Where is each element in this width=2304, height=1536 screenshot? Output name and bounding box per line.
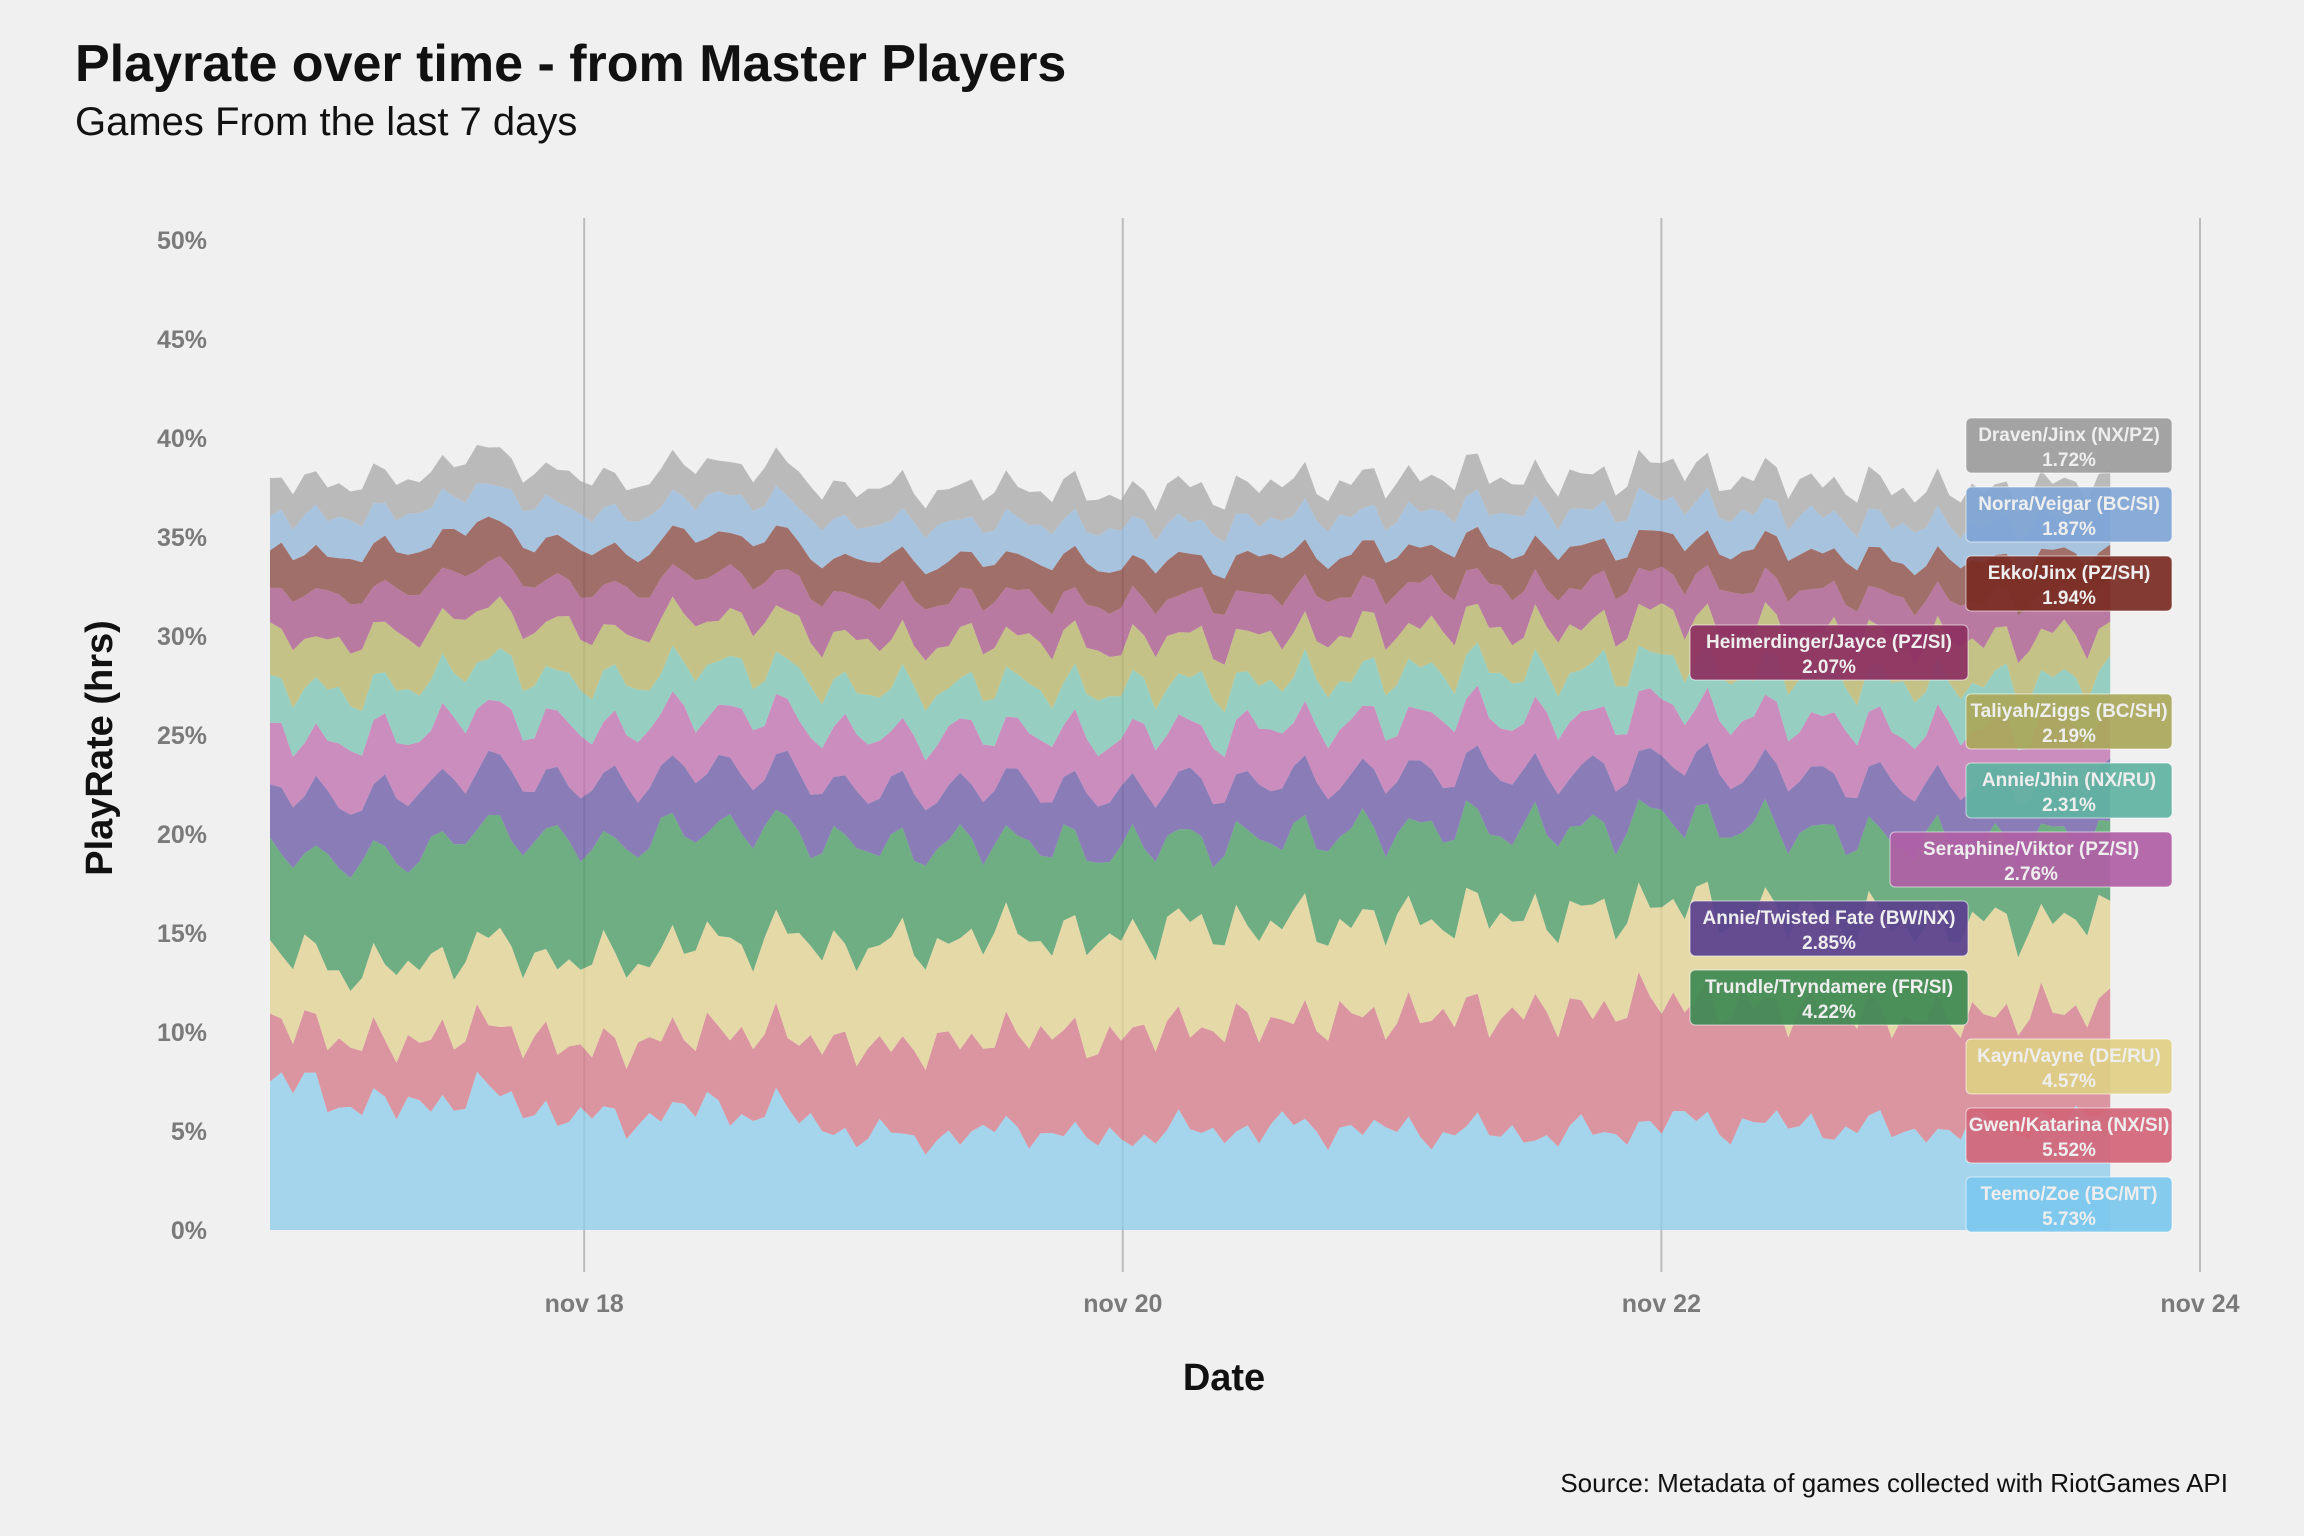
series-label-box <box>1965 555 2173 612</box>
series-label-box <box>1689 900 1969 957</box>
y-tick-label: 35% <box>157 524 207 552</box>
area-series-band <box>270 972 2111 1155</box>
series-label: Trundle/Tryndamere (FR/SI) 4.22% <box>1689 969 1969 1026</box>
area-series-band <box>270 685 2111 815</box>
series-label-box <box>1965 762 2173 819</box>
series-label-value: 2.31% <box>2042 795 2096 816</box>
y-tick-label: 5% <box>171 1118 207 1146</box>
series-label-value: 1.72% <box>2042 450 2096 471</box>
series-label: Ekko/Jinx (PZ/SH) 1.94% <box>1965 555 2173 612</box>
series-label: Gwen/Katarina (NX/SI) 5.52% <box>1965 1107 2173 1164</box>
series-label-value: 2.07% <box>1802 657 1856 678</box>
source-caption: Source: Metadata of games collected with… <box>1560 1468 2228 1498</box>
series-label-name: Trundle/Tryndamere (FR/SI) <box>1705 977 1953 998</box>
series-label-value: 1.94% <box>2042 588 2096 609</box>
x-axis-ticks: nov 18 nov 20 nov 22 nov 24 <box>545 1290 2240 1318</box>
series-label-box <box>1889 831 2173 888</box>
y-axis-label: PlayRate (hrs) <box>79 620 121 876</box>
series-label: Annie/Twisted Fate (BW/NX) 2.85% <box>1689 900 1969 957</box>
y-tick-label: 40% <box>157 425 207 453</box>
y-tick-label: 15% <box>157 920 207 948</box>
x-tick-label: nov 20 <box>1083 1290 1162 1318</box>
series-label: Annie/Jhin (NX/RU) 2.31% <box>1965 762 2173 819</box>
series-label: Taliyah/Ziggs (BC/SH) 2.19% <box>1965 693 2173 750</box>
series-label: Kayn/Vayne (DE/RU) 4.57% <box>1965 1038 2173 1095</box>
area-series-band <box>270 1071 2111 1230</box>
area-series-band <box>270 798 2111 991</box>
series-label-value: 4.57% <box>2042 1071 2096 1092</box>
area-series-band <box>270 516 2111 616</box>
y-tick-label: 50% <box>157 227 207 255</box>
x-tick-label: nov 22 <box>1622 1290 1701 1318</box>
series-label-value: 1.87% <box>2042 519 2096 540</box>
series-label-box <box>1965 1176 2173 1233</box>
series-label-value: 2.76% <box>2004 864 2058 885</box>
series-label-box <box>1965 486 2173 543</box>
area-series-band <box>270 638 2111 761</box>
series-label-box <box>1965 693 2173 750</box>
area-series-band <box>270 483 2111 579</box>
series-label-box <box>1689 624 1969 681</box>
series-label-box <box>1689 969 1969 1026</box>
area-series-band <box>270 742 2111 878</box>
y-tick-label: 45% <box>157 326 207 354</box>
series-label-name: Annie/Jhin (NX/RU) <box>1982 770 2156 791</box>
series-label-value: 2.19% <box>2042 726 2096 747</box>
y-tick-label: 0% <box>171 1217 207 1245</box>
y-tick-label: 20% <box>157 821 207 849</box>
series-label-name: Seraphine/Viktor (PZ/SI) <box>1923 839 2139 860</box>
x-axis-label: Date <box>1183 1357 1265 1399</box>
chart-title: Playrate over time - from Master Players <box>75 35 1067 93</box>
series-label-box <box>1965 1107 2173 1164</box>
series-label-name: Ekko/Jinx (PZ/SH) <box>1988 563 2151 584</box>
y-tick-label: 10% <box>157 1019 207 1047</box>
chart-subtitle: Games From the last 7 days <box>75 100 578 144</box>
series-label: Seraphine/Viktor (PZ/SI) 2.76% <box>1889 831 2173 888</box>
y-tick-label: 25% <box>157 722 207 750</box>
series-label: Heimerdinger/Jayce (PZ/SI) 2.07% <box>1689 624 1969 681</box>
series-labels: Teemo/Zoe (BC/MT) 5.73% Gwen/Katarina (NX/… <box>1689 417 2173 1233</box>
series-label-value: 4.22% <box>1802 1002 1856 1023</box>
series-label-name: Draven/Jinx (NX/PZ) <box>1978 425 2160 446</box>
area-series-band <box>270 881 2111 1070</box>
area-series-band <box>270 556 2111 665</box>
series-label-name: Annie/Twisted Fate (BW/NX) <box>1703 908 1956 929</box>
series-label-value: 5.52% <box>2042 1140 2096 1161</box>
series-label-value: 5.73% <box>2042 1209 2096 1230</box>
y-tick-label: 30% <box>157 623 207 651</box>
y-axis-ticks: 0% 5% 10% 15% 20% 25% 30% 35% 40% 45% 50% <box>157 227 207 1245</box>
series-label-name: Gwen/Katarina (NX/SI) <box>1969 1115 2170 1136</box>
series-label-name: Norra/Veigar (BC/SI) <box>1978 494 2160 515</box>
series-label-name: Teemo/Zoe (BC/MT) <box>1981 1184 2158 1205</box>
area-series-band <box>270 596 2111 713</box>
x-tick-label: nov 24 <box>2160 1290 2239 1318</box>
series-label: Teemo/Zoe (BC/MT) 5.73% <box>1965 1176 2173 1233</box>
series-label-value: 2.85% <box>1802 933 1856 954</box>
series-label-box <box>1965 1038 2173 1095</box>
series-label: Draven/Jinx (NX/PZ) 1.72% <box>1965 417 2173 474</box>
series-label-box <box>1965 417 2173 474</box>
series-label-name: Heimerdinger/Jayce (PZ/SI) <box>1706 632 1952 653</box>
area-series-band <box>270 445 2111 543</box>
series-label: Norra/Veigar (BC/SI) 1.87% <box>1965 486 2173 543</box>
series-label-name: Kayn/Vayne (DE/RU) <box>1977 1046 2161 1067</box>
area-series <box>270 445 2111 1230</box>
series-label-name: Taliyah/Ziggs (BC/SH) <box>1970 701 2167 722</box>
x-tick-label: nov 18 <box>545 1290 624 1318</box>
